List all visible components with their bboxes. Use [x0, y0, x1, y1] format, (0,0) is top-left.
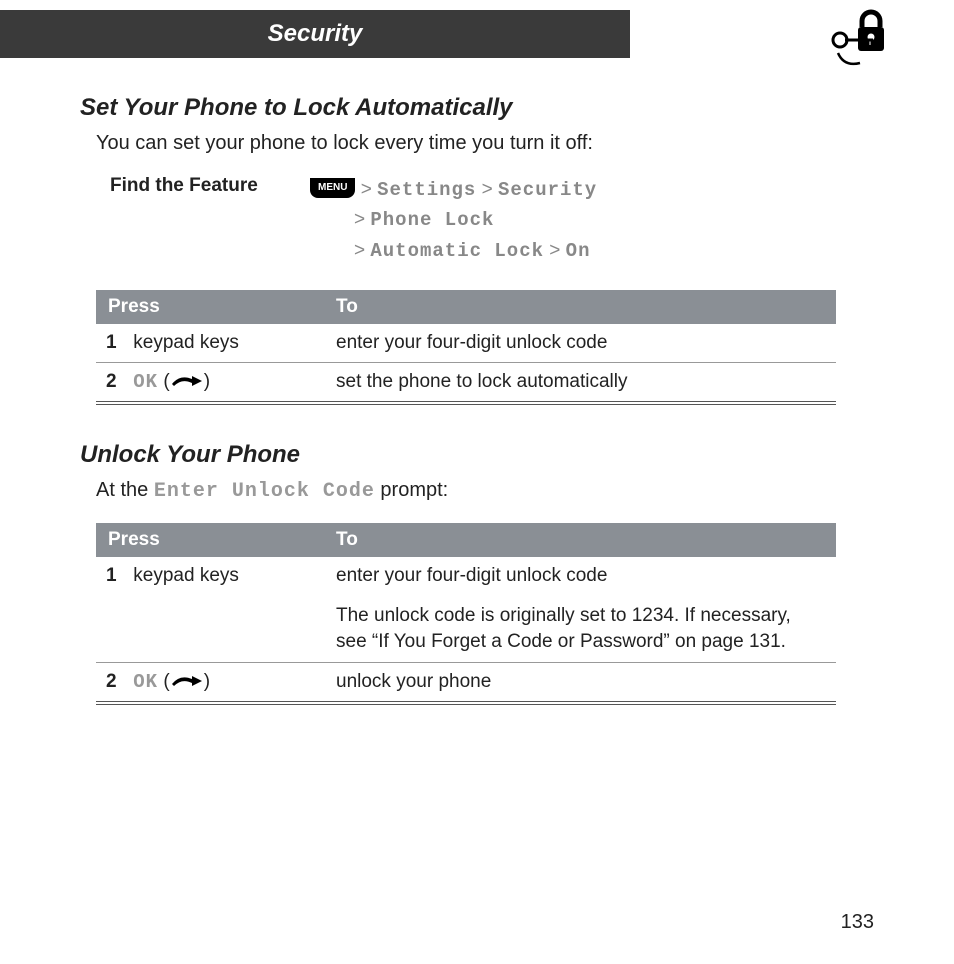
table-row: 1 keypad keys enter your four-digit unlo…: [96, 324, 836, 363]
section1-intro: You can set your phone to lock every tim…: [96, 132, 874, 155]
softkey-right-icon: [170, 674, 204, 688]
section2-intro: At the Enter Unlock Code prompt:: [96, 479, 874, 503]
find-feature-label: Find the Feature: [110, 175, 310, 266]
section1-title: Set Your Phone to Lock Automatically: [80, 94, 874, 122]
col-press: Press: [96, 290, 326, 324]
page-number: 133: [841, 911, 874, 934]
col-press: Press: [96, 523, 326, 557]
menu-key-icon: MENU: [310, 178, 355, 198]
col-to: To: [326, 523, 836, 557]
page-header: Security: [0, 10, 954, 58]
section2-table: Press To 1 keypad keys enter your four-d…: [96, 523, 836, 705]
table-row: 2 OK () set the phone to lock automatica…: [96, 363, 836, 404]
header-title: Security: [0, 10, 630, 58]
section2-title: Unlock Your Phone: [80, 441, 874, 469]
table-row: The unlock code is originally set to 123…: [96, 595, 836, 663]
softkey-right-icon: [170, 374, 204, 388]
table-row: 1 keypad keys enter your four-digit unlo…: [96, 557, 836, 595]
feature-path: MENU > Settings > Security > Phone Lock …: [310, 175, 597, 266]
col-to: To: [326, 290, 836, 324]
lock-key-icon: [828, 5, 894, 76]
table-row: 2 OK () unlock your phone: [96, 663, 836, 704]
find-feature-block: Find the Feature MENU > Settings > Secur…: [110, 175, 874, 266]
section1-table: Press To 1 keypad keys enter your four-d…: [96, 290, 836, 405]
